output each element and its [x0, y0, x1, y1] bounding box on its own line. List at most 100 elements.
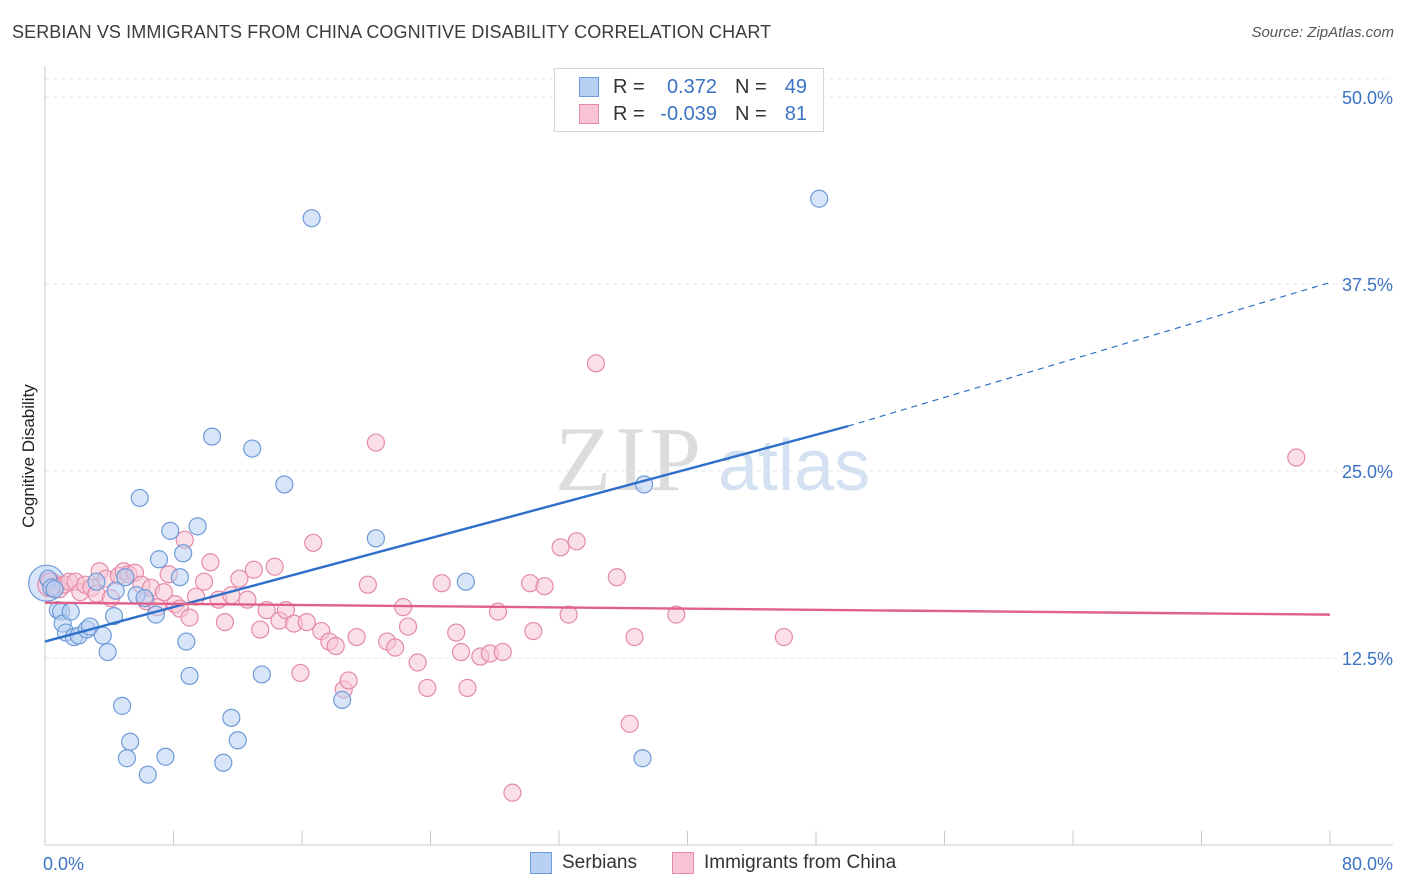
serbian-point — [366, 529, 385, 548]
china-point — [201, 553, 220, 572]
china-point — [451, 642, 471, 662]
china-point — [386, 638, 405, 657]
serbian-point — [174, 544, 193, 563]
serbian-trend-line — [44, 424, 849, 643]
x-tick-label-max: 80.0% — [1342, 854, 1393, 874]
legend-r-value-china: -0.039 — [660, 102, 717, 125]
serbian-point — [87, 572, 106, 591]
serbian-point — [116, 568, 135, 587]
serbian-point — [810, 189, 829, 208]
china-point — [366, 433, 385, 452]
china-point — [432, 574, 451, 593]
china-point — [458, 678, 477, 698]
china-point — [447, 623, 466, 642]
legend-swatch-serbians — [579, 77, 599, 97]
legend-r-value-serbians: 0.372 — [666, 75, 717, 98]
china-point — [607, 568, 626, 587]
china-point — [1287, 448, 1306, 467]
series-swatch-serbians — [530, 852, 552, 874]
serbian-point — [228, 731, 247, 750]
legend-n-value-serbians: 49 — [784, 75, 807, 98]
serbian-point — [93, 626, 112, 645]
serbian-point — [252, 665, 271, 684]
serbian-point — [456, 572, 475, 591]
china-point — [567, 532, 586, 551]
series-swatch-china — [672, 852, 694, 874]
china-point — [297, 612, 316, 632]
serbian-point — [117, 749, 137, 768]
china-point — [326, 636, 345, 656]
legend-r-label: R = — [613, 102, 645, 125]
series-legend-serbians[interactable]: Serbians — [530, 852, 637, 874]
china-point — [524, 621, 543, 641]
y-tick-label: 12.5% — [1342, 649, 1393, 669]
legend-row-serbians: R = 0.372 N = 49 — [579, 74, 807, 100]
china-point — [667, 605, 686, 624]
china-point — [620, 714, 639, 733]
y-tick-label: 25.0% — [1342, 462, 1393, 482]
china-point — [244, 560, 263, 579]
serbian-point — [214, 753, 233, 772]
china-point — [230, 569, 249, 588]
series-label-china: Immigrants from China — [704, 852, 897, 873]
china-point — [215, 612, 234, 632]
china-point — [398, 617, 418, 636]
stats-legend: R = 0.372 N = 49 R = -0.039 N = 81 — [554, 68, 824, 132]
china-point — [154, 583, 173, 602]
serbian-point — [61, 602, 80, 621]
serbian-point — [121, 732, 140, 751]
serbian-point — [333, 690, 352, 709]
serbian-point — [180, 666, 199, 686]
y-axis-label: Cognitive Disability — [19, 384, 38, 528]
legend-n-label: N = — [735, 102, 767, 125]
x-tick-label-min: 0.0% — [43, 854, 84, 874]
china-point — [503, 783, 522, 802]
legend-n-label: N = — [735, 75, 767, 98]
china-point — [291, 663, 310, 683]
china-point — [408, 653, 427, 672]
china-point — [418, 678, 437, 698]
china-point — [535, 577, 554, 596]
china-point — [586, 354, 606, 373]
series-legend-china[interactable]: Immigrants from China — [672, 852, 896, 874]
y-tick-label: 37.5% — [1342, 275, 1393, 295]
china-trend-line — [44, 601, 1331, 616]
source-label: Source: ZipAtlas.com — [1251, 24, 1394, 41]
serbian-point — [98, 642, 117, 662]
china-point — [358, 575, 377, 594]
china-point — [551, 538, 570, 557]
china-point — [559, 605, 578, 624]
series-legend: Serbians Immigrants from China — [0, 852, 1406, 878]
serbian-point — [104, 607, 124, 626]
china-point — [180, 608, 199, 627]
china-point — [774, 627, 793, 647]
watermark-atlas: atlas — [718, 426, 870, 506]
serbian-point — [633, 749, 652, 768]
china-point — [339, 671, 358, 690]
legend-row-china: R = -0.039 N = 81 — [579, 101, 807, 127]
y-tick-label: 50.0% — [1342, 88, 1393, 108]
serbian-point — [222, 708, 241, 727]
serbian-point — [45, 580, 64, 599]
serbian-point — [170, 568, 190, 587]
serbian-point — [106, 581, 125, 600]
serbian-trend-extension — [847, 281, 1331, 427]
legend-swatch-china — [579, 104, 599, 124]
serbian-point — [138, 765, 157, 784]
serbian-point — [112, 696, 132, 715]
serbian-point — [161, 521, 180, 540]
china-point — [625, 627, 644, 647]
china-point — [304, 533, 323, 552]
chart-title: SERBIAN VS IMMIGRANTS FROM CHINA COGNITI… — [12, 22, 772, 42]
serbian-point — [188, 517, 207, 536]
watermark-zip: ZIP — [555, 408, 705, 510]
serbian-point — [130, 488, 149, 508]
serbian-point — [177, 632, 196, 651]
serbian-point — [156, 747, 175, 766]
serbian-point — [302, 209, 321, 228]
china-point — [194, 572, 214, 591]
legend-n-value-china: 81 — [784, 102, 807, 125]
china-point — [493, 642, 512, 662]
china-point — [347, 627, 366, 647]
